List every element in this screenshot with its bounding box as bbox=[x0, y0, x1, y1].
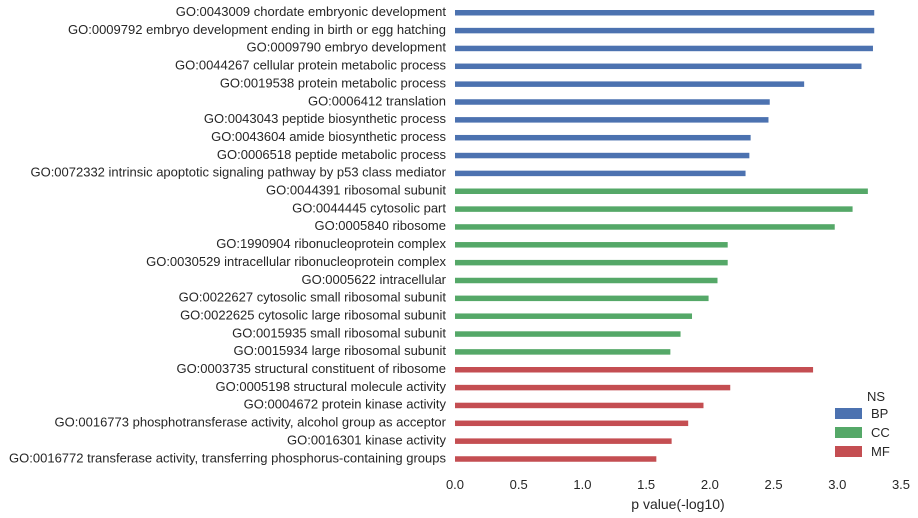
category-label-4: GO:0044267 cellular protein metabolic pr… bbox=[175, 58, 446, 73]
category-label-23: GO:0004672 protein kinase activity bbox=[244, 397, 447, 412]
bar-21 bbox=[455, 367, 814, 373]
bar-14 bbox=[455, 242, 728, 248]
category-label-13: GO:0005840 ribosome bbox=[314, 218, 446, 233]
category-label-16: GO:0005622 intracellular bbox=[301, 272, 446, 287]
category-label-18: GO:0022625 cytosolic large ribosomal sub… bbox=[180, 307, 446, 322]
bar-10 bbox=[455, 170, 746, 177]
bar-25 bbox=[455, 438, 672, 444]
category-label-22: GO:0005198 structural molecule activity bbox=[216, 379, 447, 394]
bar-11 bbox=[455, 188, 868, 194]
category-label-11: GO:0044391 ribosomal subunit bbox=[266, 183, 446, 198]
legend-swatch-bp bbox=[835, 408, 862, 419]
legend-title: NS bbox=[867, 389, 885, 404]
category-label-2: GO:0009792 embryo development ending in … bbox=[68, 22, 446, 37]
bar-20 bbox=[455, 349, 671, 355]
category-label-25: GO:0016301 kinase activity bbox=[287, 432, 446, 447]
legend: NS BP CC MF bbox=[835, 389, 890, 459]
legend-swatch-mf bbox=[835, 446, 862, 457]
x-tick-label-6: 2.5 bbox=[765, 477, 783, 492]
category-label-17: GO:0022627 cytosolic small ribosomal sub… bbox=[179, 290, 447, 305]
bar-24 bbox=[455, 420, 689, 427]
bar-6 bbox=[455, 99, 770, 105]
bar-1 bbox=[455, 10, 875, 16]
bar-26 bbox=[455, 456, 657, 462]
bar-7 bbox=[455, 117, 769, 123]
category-label-14: GO:1990904 ribonucleoprotein complex bbox=[216, 236, 446, 251]
category-label-8: GO:0043604 amide biosynthetic process bbox=[211, 129, 446, 144]
category-label-19: GO:0015935 small ribosomal subunit bbox=[232, 325, 446, 340]
x-axis-title: p value(-log10) bbox=[631, 496, 724, 512]
category-label-24: GO:0016773 phosphotransferase activity, … bbox=[55, 415, 447, 430]
bar-4 bbox=[455, 63, 862, 70]
bar-3 bbox=[455, 45, 873, 52]
x-tick-label-4: 1.5 bbox=[637, 477, 655, 492]
category-label-12: GO:0044445 cytosolic part bbox=[292, 200, 446, 215]
category-labels: GO:0043009 chordate embryonic developmen… bbox=[9, 4, 447, 465]
bar-16 bbox=[455, 277, 718, 284]
category-label-21: GO:0003735 structural constituent of rib… bbox=[176, 361, 446, 376]
category-label-26: GO:0016772 transferase activity, transfe… bbox=[9, 450, 446, 465]
bar-23 bbox=[455, 402, 704, 409]
category-label-20: GO:0015934 large ribosomal subunit bbox=[234, 343, 447, 358]
bar-2 bbox=[455, 27, 875, 34]
x-tick-label-1: 0.0 bbox=[446, 477, 464, 492]
bar-5 bbox=[455, 81, 805, 87]
x-axis: 0.0 0.5 1.0 1.5 2.0 2.5 3.0 3.5 bbox=[446, 477, 910, 492]
bar-18 bbox=[455, 313, 693, 319]
category-label-9: GO:0006518 peptide metabolic process bbox=[217, 147, 447, 162]
legend-swatch-cc bbox=[835, 427, 862, 438]
category-label-10: GO:0072332 intrinsic apoptotic signaling… bbox=[30, 165, 446, 180]
bars-layer bbox=[455, 10, 875, 462]
category-label-3: GO:0009790 embryo development bbox=[247, 40, 447, 55]
bar-12 bbox=[455, 206, 853, 212]
bar-8 bbox=[455, 134, 751, 141]
bar-15 bbox=[455, 259, 728, 266]
legend-label-cc: CC bbox=[871, 425, 890, 440]
legend-label-mf: MF bbox=[871, 444, 890, 459]
legend-label-bp: BP bbox=[871, 406, 888, 421]
bar-13 bbox=[455, 224, 835, 230]
bar-19 bbox=[455, 331, 681, 337]
category-label-1: GO:0043009 chordate embryonic developmen… bbox=[176, 4, 447, 19]
x-tick-label-7: 3.0 bbox=[828, 477, 846, 492]
category-label-5: GO:0019538 protein metabolic process bbox=[220, 75, 447, 90]
bar-9 bbox=[455, 152, 750, 159]
bar-22 bbox=[455, 384, 731, 391]
x-tick-label-8: 3.5 bbox=[892, 477, 910, 492]
category-label-7: GO:0043043 peptide biosynthetic process bbox=[204, 111, 447, 126]
x-tick-label-3: 1.0 bbox=[573, 477, 591, 492]
category-label-6: GO:0006412 translation bbox=[308, 93, 446, 108]
category-label-15: GO:0030529 intracellular ribonucleoprote… bbox=[146, 254, 446, 269]
x-tick-label-2: 0.5 bbox=[510, 477, 528, 492]
x-tick-label-5: 2.0 bbox=[701, 477, 719, 492]
bar-17 bbox=[455, 295, 709, 302]
